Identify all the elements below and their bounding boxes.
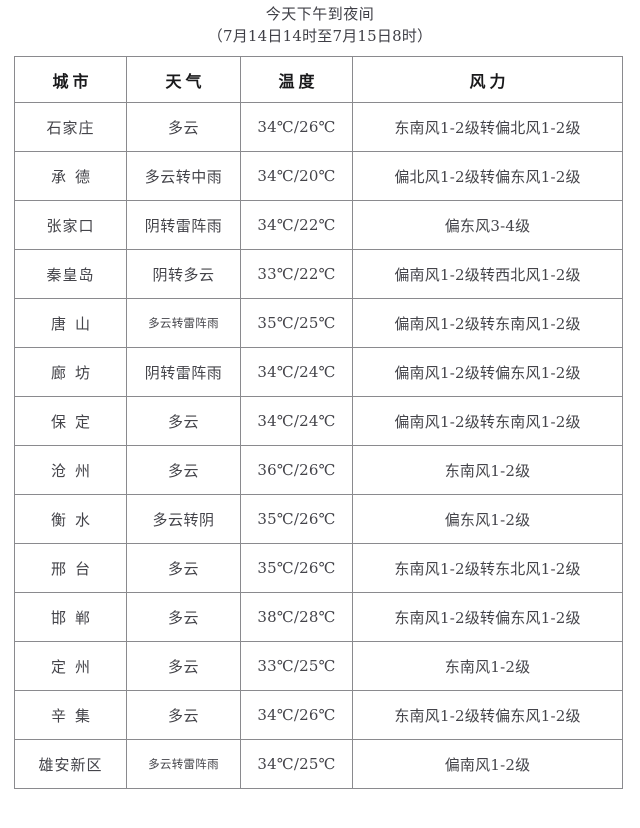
cell-temperature: 35℃/26℃ (240, 494, 353, 544)
cell-city: 石家庄 (14, 102, 127, 152)
cell-temperature: 34℃/26℃ (240, 102, 353, 152)
forecast-table-container: 城市 天气 温度 风力 石家庄 多云 34℃/26℃ 东南风1-2级转偏北风1-2级承… (14, 56, 623, 789)
cell-weather: 多云 (126, 690, 241, 740)
column-header-temperature: 温度 (240, 56, 353, 103)
forecast-table: 城市 天气 温度 风力 石家庄 多云 34℃/26℃ 东南风1-2级转偏北风1-2级承… (14, 56, 623, 789)
cell-city: 邢台 (14, 543, 127, 593)
table-row: 石家庄 多云 34℃/26℃ 东南风1-2级转偏北风1-2级 (14, 102, 623, 152)
cell-weather: 多云 (126, 102, 241, 152)
page-title: 今天下午到夜间 （7月14日14时至7月15日8时） (0, 0, 640, 47)
cell-wind: 偏东风1-2级 (352, 494, 623, 544)
cell-city: 辛集 (14, 690, 127, 740)
cell-weather: 多云 (126, 445, 241, 495)
cell-city: 邯郸 (14, 592, 127, 642)
table-row: 衡水 多云转阴 35℃/26℃ 偏东风1-2级 (14, 494, 623, 544)
cell-weather: 多云 (126, 592, 241, 642)
cell-city: 雄安新区 (14, 739, 127, 789)
cell-temperature: 36℃/26℃ (240, 445, 353, 495)
cell-weather: 多云转雷阵雨 (126, 298, 241, 348)
table-row: 保定 多云 34℃/24℃ 偏南风1-2级转东南风1-2级 (14, 396, 623, 446)
table-row: 辛集 多云 34℃/26℃ 东南风1-2级转偏东风1-2级 (14, 690, 623, 740)
title-period-text: （7月14日14时至7月15日8时） (207, 27, 433, 45)
cell-city: 定州 (14, 641, 127, 691)
table-row: 廊坊 阴转雷阵雨 34℃/24℃ 偏南风1-2级转偏东风1-2级 (14, 347, 623, 397)
cell-city: 廊坊 (14, 347, 127, 397)
cell-wind: 偏北风1-2级转偏东风1-2级 (352, 151, 623, 201)
cell-wind: 偏南风1-2级转偏东风1-2级 (352, 347, 623, 397)
table-row: 秦皇岛 阴转多云 33℃/22℃ 偏南风1-2级转西北风1-2级 (14, 249, 623, 299)
cell-wind: 偏东风3-4级 (352, 200, 623, 250)
cell-wind: 东南风1-2级 (352, 641, 623, 691)
cell-weather: 阴转雷阵雨 (126, 347, 241, 397)
cell-temperature: 38℃/28℃ (240, 592, 353, 642)
cell-weather: 多云 (126, 396, 241, 446)
cell-city: 秦皇岛 (14, 249, 127, 299)
table-row: 张家口 阴转雷阵雨 34℃/22℃ 偏东风3-4级 (14, 200, 623, 250)
title-main-text: 今天下午到夜间 (265, 5, 375, 23)
table-body: 石家庄 多云 34℃/26℃ 东南风1-2级转偏北风1-2级 承德 多云转中雨 34℃/20… (14, 102, 623, 789)
table-row: 唐山 多云转雷阵雨 35℃/25℃ 偏南风1-2级转东南风1-2级 (14, 298, 623, 348)
column-header-wind: 风力 (352, 56, 623, 103)
table-header-row: 城市 天气 温度 风力 (14, 56, 623, 103)
cell-temperature: 34℃/26℃ (240, 690, 353, 740)
cell-weather: 多云转阴 (126, 494, 241, 544)
table-row: 雄安新区 多云转雷阵雨 34℃/25℃ 偏南风1-2级 (14, 739, 623, 789)
cell-weather: 多云 (126, 641, 241, 691)
table-row: 邯郸 多云 38℃/28℃ 东南风1-2级转偏东风1-2级 (14, 592, 623, 642)
cell-temperature: 35℃/26℃ (240, 543, 353, 593)
cell-weather: 阴转多云 (126, 249, 241, 299)
cell-temperature: 34℃/24℃ (240, 396, 353, 446)
column-header-weather: 天气 (126, 56, 241, 103)
table-row: 沧州 多云 36℃/26℃ 东南风1-2级 (14, 445, 623, 495)
cell-wind: 东南风1-2级转偏北风1-2级 (352, 102, 623, 152)
cell-weather: 多云转雷阵雨 (126, 739, 241, 789)
table-row: 邢台 多云 35℃/26℃ 东南风1-2级转东北风1-2级 (14, 543, 623, 593)
cell-temperature: 34℃/22℃ (240, 200, 353, 250)
cell-wind: 东南风1-2级转偏东风1-2级 (352, 690, 623, 740)
cell-temperature: 33℃/25℃ (240, 641, 353, 691)
cell-weather: 多云转中雨 (126, 151, 241, 201)
cell-wind: 偏南风1-2级转东南风1-2级 (352, 298, 623, 348)
cell-weather: 多云 (126, 543, 241, 593)
cell-city: 衡水 (14, 494, 127, 544)
cell-temperature: 34℃/25℃ (240, 739, 353, 789)
cell-temperature: 34℃/24℃ (240, 347, 353, 397)
cell-wind: 东南风1-2级转偏东风1-2级 (352, 592, 623, 642)
table-head: 城市 天气 温度 风力 (14, 56, 623, 103)
cell-wind: 东南风1-2级转东北风1-2级 (352, 543, 623, 593)
table-row: 承德 多云转中雨 34℃/20℃ 偏北风1-2级转偏东风1-2级 (14, 151, 623, 201)
cell-temperature: 35℃/25℃ (240, 298, 353, 348)
cell-weather: 阴转雷阵雨 (126, 200, 241, 250)
cell-city: 唐山 (14, 298, 127, 348)
cell-city: 张家口 (14, 200, 127, 250)
cell-wind: 偏南风1-2级转西北风1-2级 (352, 249, 623, 299)
cell-wind: 东南风1-2级 (352, 445, 623, 495)
cell-temperature: 34℃/20℃ (240, 151, 353, 201)
cell-city: 保定 (14, 396, 127, 446)
table-row: 定州 多云 33℃/25℃ 东南风1-2级 (14, 641, 623, 691)
cell-wind: 偏南风1-2级转东南风1-2级 (352, 396, 623, 446)
cell-city: 承德 (14, 151, 127, 201)
cell-wind: 偏南风1-2级 (352, 739, 623, 789)
cell-temperature: 33℃/22℃ (240, 249, 353, 299)
column-header-city: 城市 (14, 56, 127, 103)
cell-city: 沧州 (14, 445, 127, 495)
